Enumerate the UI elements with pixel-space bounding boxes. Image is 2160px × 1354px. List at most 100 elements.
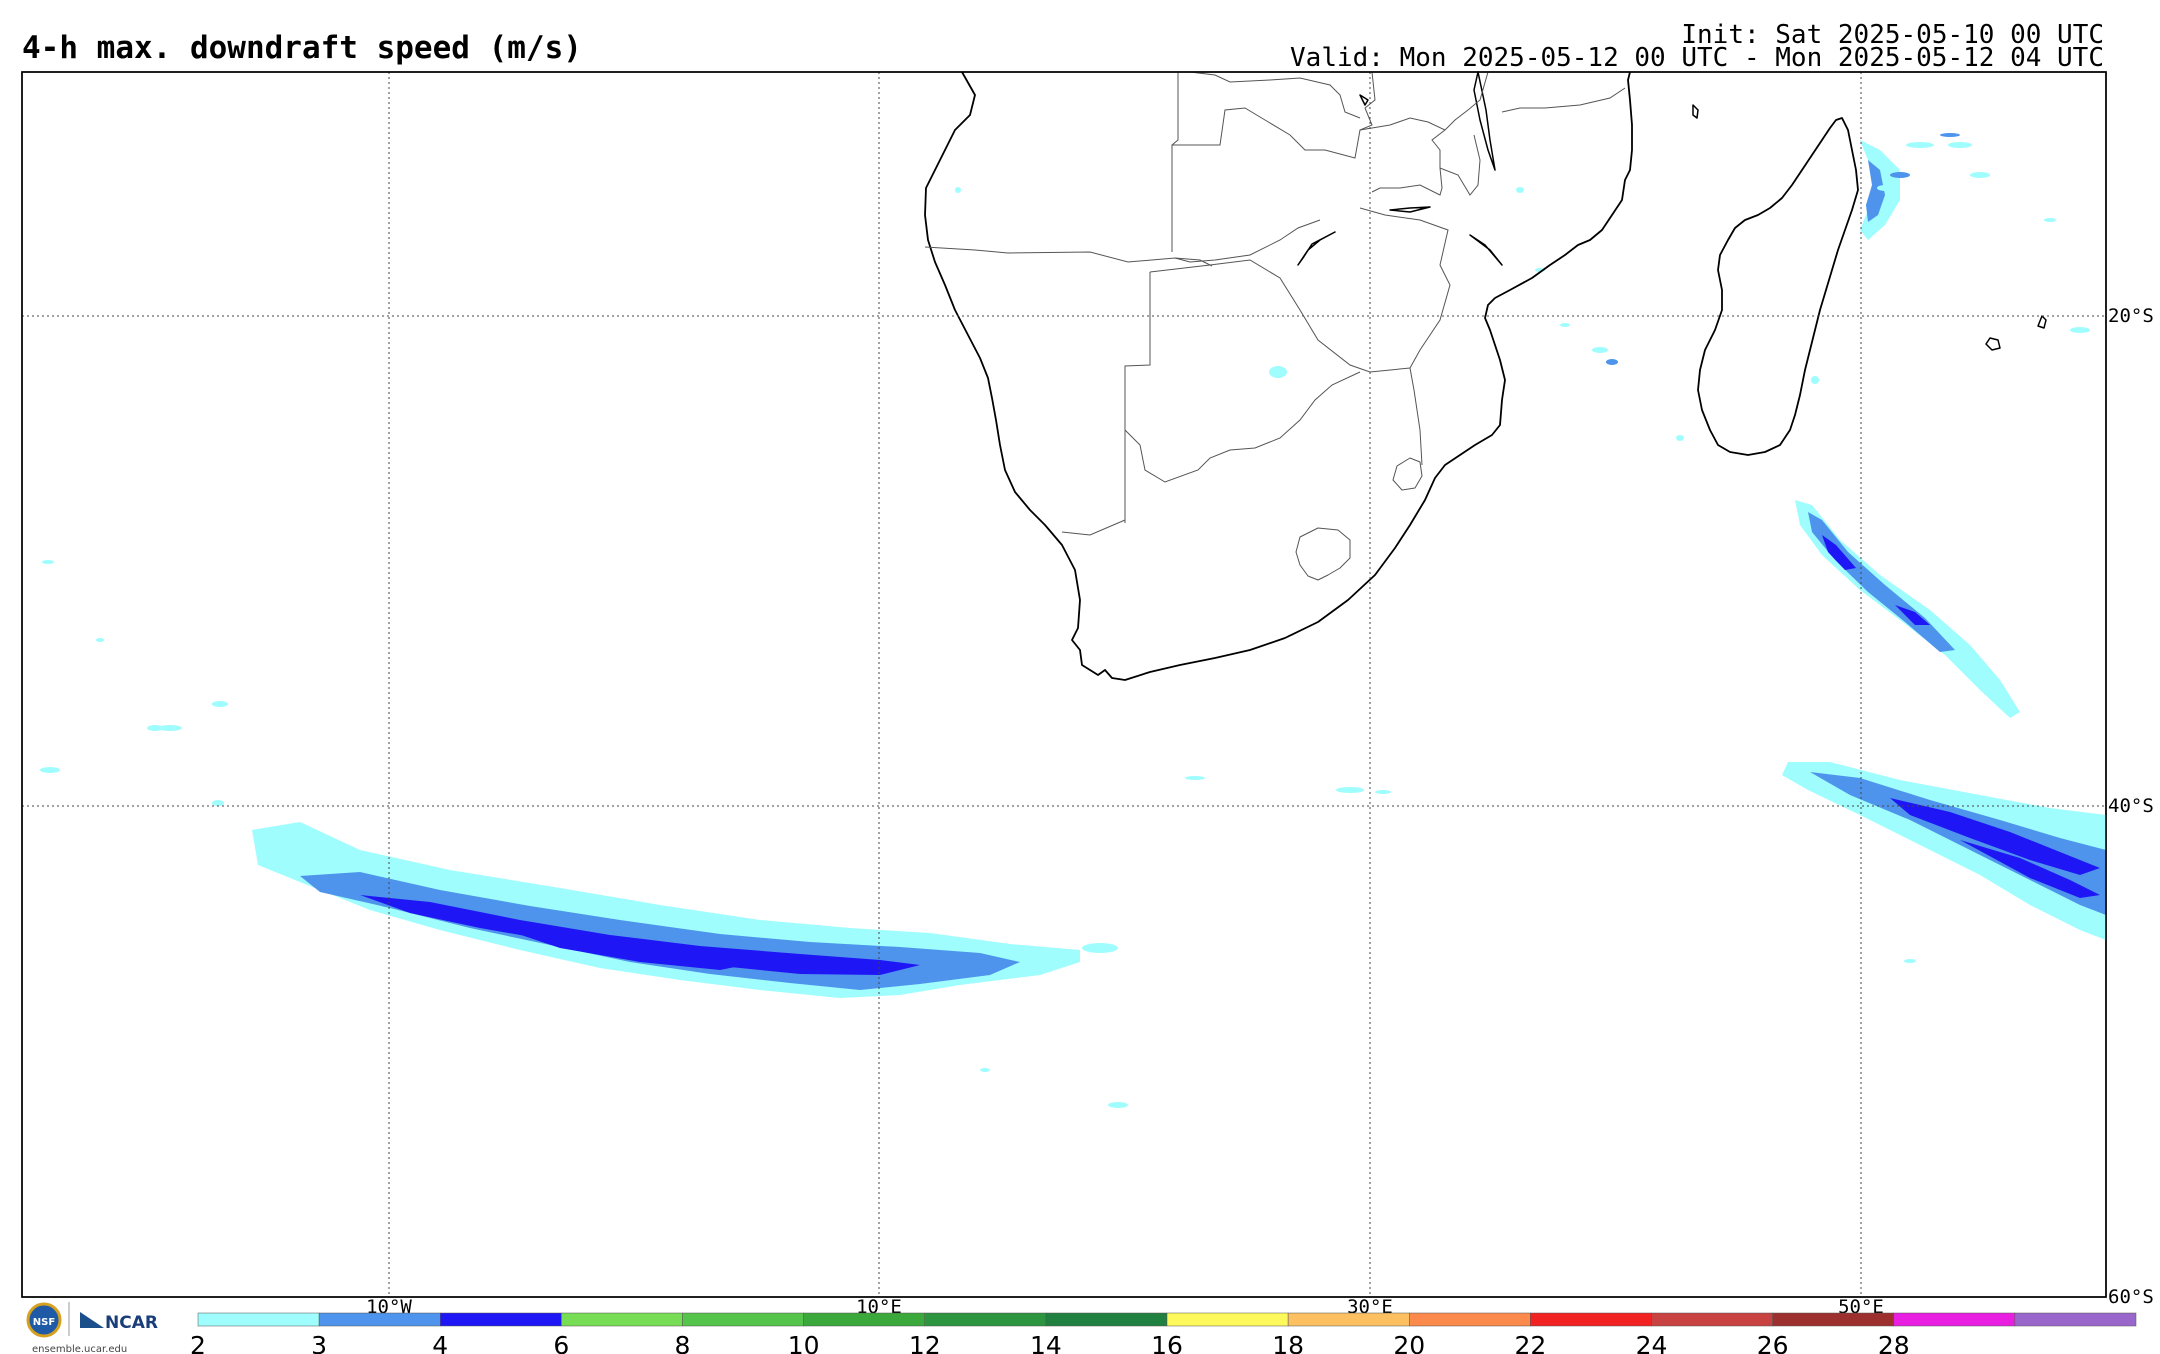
lat-label-60s: 60°S <box>2108 1286 2154 1308</box>
streak-moz-3 <box>1560 323 1570 327</box>
streak-moz-1 <box>1592 347 1608 353</box>
border-tanzania-mozambique <box>1501 87 1626 113</box>
colorbar-tick-label: 4 <box>432 1331 448 1354</box>
africa-coastline <box>924 71 1633 681</box>
colorbar-swatch <box>1772 1312 1894 1327</box>
atlantic-band-small-3 <box>980 1068 990 1072</box>
streak-ne-4 <box>1890 172 1910 178</box>
streak-inland-2 <box>1516 187 1524 193</box>
lake-tanganyika <box>1359 94 1369 106</box>
lon-label-10e: 10°E <box>856 1296 902 1318</box>
streak-inland-3 <box>955 187 961 193</box>
lake-right <box>1469 234 1503 266</box>
ncar-logo-icon <box>80 1312 104 1328</box>
lat-label-20s: 20°S <box>2108 305 2154 327</box>
border-namibia-botswana <box>1061 272 1151 536</box>
indian-band-strong-2 <box>1960 840 2100 898</box>
longitude-labels: 10°W 10°E 30°E 50°E <box>366 1296 1884 1318</box>
colorbar-swatch <box>924 1312 1047 1327</box>
downdraft-field <box>40 133 2106 1108</box>
lake-cabora <box>1389 206 1431 213</box>
atlantic-band-small-7 <box>40 767 60 773</box>
indian-band-strong <box>1890 798 2100 875</box>
colorbar-swatch <box>1409 1312 1531 1327</box>
colorbar-swatch <box>1045 1312 1168 1327</box>
colorbar-swatch <box>1166 1312 1289 1327</box>
colorbar-swatch <box>1651 1312 1773 1327</box>
streak-ne-5 <box>1877 185 1893 191</box>
map-frame-outline <box>21 71 2107 1298</box>
map-title: 4-h max. downdraft speed (m/s) <box>22 30 582 66</box>
indian-small-3 <box>1375 790 1391 794</box>
colorbar-tick-label: 20 <box>1393 1331 1425 1354</box>
colorbar: 2 3 4 6 8 10 12 14 16 18 20 22 24 26 28 <box>190 1312 2137 1354</box>
colorbar-swatch <box>318 1312 441 1327</box>
border-zambia-mozambique <box>1371 134 1481 196</box>
colorbar-tick-label: 16 <box>1151 1331 1183 1354</box>
colorbar-swatch <box>803 1312 925 1327</box>
coastlines <box>924 71 2047 681</box>
colorbar-tick-label: 3 <box>311 1331 327 1354</box>
colorbar-swatch <box>561 1312 683 1327</box>
streak-se-strong <box>1822 535 1856 570</box>
indian-small-2 <box>1336 787 1364 793</box>
latitude-labels: 20°S 40°S 60°S <box>2108 305 2154 1308</box>
lon-label-10w: 10°W <box>366 1296 412 1318</box>
streak-ne-1 <box>1906 142 1934 148</box>
colorbar-tick-label: 14 <box>1030 1331 1062 1354</box>
streak-far-e-2 <box>2044 218 2056 222</box>
border-botswana-zimbabwe <box>1149 259 1411 373</box>
colorbar-tick-label: 10 <box>788 1331 820 1354</box>
colorbar-swatch <box>197 1312 320 1327</box>
colorbar-swatch <box>2014 1312 2137 1327</box>
atlantic-band-small-10 <box>96 638 104 642</box>
colorbar-swatch <box>1287 1312 1410 1327</box>
border-botswana-sa <box>1124 371 1361 483</box>
streak-moz-2 <box>1606 359 1618 365</box>
colorbar-swatch <box>1530 1312 1652 1327</box>
lon-label-50e: 50°E <box>1838 1296 1884 1318</box>
streak-moz-5 <box>1676 435 1684 441</box>
colorbar-swatch <box>440 1312 562 1327</box>
lake-malawi <box>1473 71 1496 171</box>
indian-band-mid <box>1810 772 2106 915</box>
lake-kariba <box>1297 231 1336 266</box>
atlantic-band-small-5 <box>147 725 163 731</box>
atlantic-band-small-8 <box>42 560 54 564</box>
east-madagascar-streaks <box>955 133 2090 718</box>
streak-moz-6 <box>1811 376 1819 384</box>
colorbar-tick-label: 28 <box>1878 1331 1910 1354</box>
lat-label-40s: 40°S <box>2108 795 2154 817</box>
eswatini-border <box>1392 457 1423 491</box>
streak-far-e <box>2070 327 2090 333</box>
colorbar-tick-label: 22 <box>1514 1331 1546 1354</box>
colorbar-tick-label: 2 <box>190 1331 206 1354</box>
indian-small-4 <box>1185 776 1205 780</box>
border-zimbabwe-mozambique <box>1359 207 1451 369</box>
streak-e-1 <box>1940 133 1960 137</box>
colorbar-tick-label: 8 <box>675 1331 691 1354</box>
streak-se-strong-2 <box>1895 605 1930 625</box>
colorbar-tick-label: 26 <box>1757 1331 1789 1354</box>
graticule <box>22 72 2106 1297</box>
valid-time: Valid: Mon 2025-05-12 00 UTC - Mon 2025-… <box>1290 43 2104 73</box>
colorbar-tick-label: 12 <box>909 1331 941 1354</box>
ncar-logo-text: NCAR <box>105 1313 158 1333</box>
border-drc <box>1180 71 1361 119</box>
atlantic-band-strong-2 <box>470 918 760 970</box>
atlantic-band-strong <box>360 895 920 975</box>
country-borders <box>924 71 1626 536</box>
atlantic-band-small-9 <box>212 800 224 806</box>
atlantic-band-small-6 <box>212 701 228 707</box>
border-zimbabwe-zambia <box>1174 219 1321 263</box>
map-frame <box>21 71 2107 1298</box>
init-time: Init: Sat 2025-05-10 00 UTC <box>1681 20 2104 50</box>
border-mozambique-malawi <box>1431 71 1489 168</box>
atlantic-band-small-1 <box>1082 943 1118 953</box>
border-angola-namibia <box>924 246 1213 267</box>
border-zambia-malawi <box>1359 117 1446 131</box>
border-zambia <box>1171 71 1376 252</box>
nsf-logo-text: NSF <box>33 1317 55 1328</box>
streak-ne-2 <box>1948 142 1972 148</box>
